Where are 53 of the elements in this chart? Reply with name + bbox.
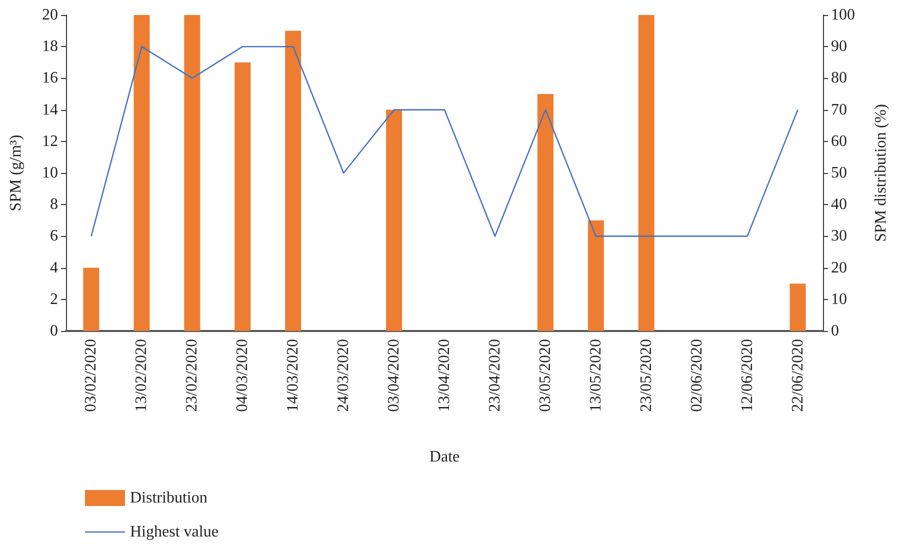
x-axis-title: Date <box>429 448 460 466</box>
y2-tick-label: 40 <box>831 196 847 214</box>
y2-tick-label: 80 <box>831 70 847 87</box>
bar <box>83 268 100 331</box>
y2-tick-label: 90 <box>831 38 847 56</box>
x-tick-label: 23/05/2020 <box>638 339 655 412</box>
bar <box>285 30 302 331</box>
x-tick-label: 14/03/2020 <box>284 339 302 412</box>
x-tick-label: 04/03/2020 <box>234 339 252 412</box>
y-tick-label: 6 <box>50 228 58 245</box>
y-axis-title: SPM (g/m³) <box>8 134 24 212</box>
bar <box>588 220 604 331</box>
bar <box>386 110 402 331</box>
y-tick-label: 8 <box>50 196 58 214</box>
x-tick-label: 22/06/2020 <box>789 339 806 412</box>
y-tick-label: 4 <box>50 259 58 276</box>
legend-label: Distribution <box>130 490 208 506</box>
y2-tick-label: 60 <box>831 132 847 150</box>
y2-tick-label: 30 <box>831 228 847 245</box>
bar <box>537 94 554 331</box>
line-series <box>90 46 798 237</box>
x-tick-label: 23/04/2020 <box>486 339 504 412</box>
x-tick-label: 23/02/2020 <box>184 339 201 412</box>
bar <box>134 15 150 331</box>
y-tick-label: 18 <box>42 38 58 56</box>
y-tick-label: 10 <box>42 164 58 182</box>
y-tick-label: 12 <box>42 132 58 150</box>
y-tick-label: 2 <box>50 290 58 308</box>
y2-tick-label: 10 <box>831 290 847 308</box>
y2-tick-label: 20 <box>831 259 847 276</box>
x-tick-label: 12/06/2020 <box>738 339 756 412</box>
bar <box>184 15 200 331</box>
x-tick-label: 24/03/2020 <box>335 339 352 412</box>
y2-tick-label: 70 <box>831 101 847 118</box>
x-tick-label: 03/02/2020 <box>82 339 100 412</box>
y2-tick-label: 100 <box>831 6 855 24</box>
y-tick-label: 14 <box>42 101 58 118</box>
bar <box>638 15 654 331</box>
x-tick-label: 02/06/2020 <box>688 339 706 412</box>
bar <box>790 284 806 331</box>
y-tick-label: 16 <box>42 70 58 87</box>
x-tick-label: 13/04/2020 <box>436 339 453 412</box>
x-tick-label: 13/02/2020 <box>133 339 150 412</box>
y2-tick-label: 0 <box>831 322 839 340</box>
bar <box>234 62 251 331</box>
y2-tick-label: 50 <box>831 164 847 182</box>
x-tick-label: 03/04/2020 <box>386 339 403 412</box>
legend-label: Highest value <box>130 524 218 540</box>
y-tick-label: 0 <box>50 322 58 340</box>
x-tick-label: 03/05/2020 <box>536 339 554 412</box>
x-tick-label: 13/05/2020 <box>587 339 604 412</box>
y2-axis-title: SPM distribution (%) <box>872 104 890 242</box>
y-tick-label: 20 <box>42 6 58 24</box>
